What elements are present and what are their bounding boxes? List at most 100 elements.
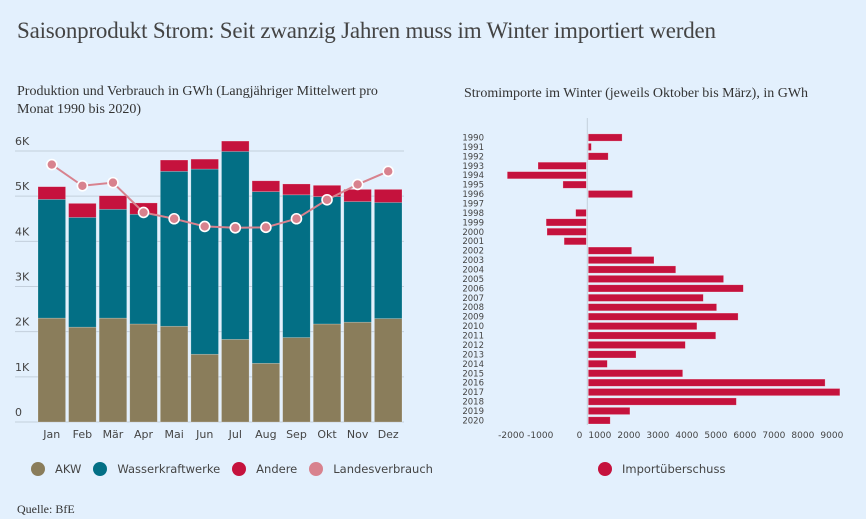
point-landesverbrauch	[382, 165, 395, 178]
bar-akw	[221, 339, 250, 423]
x-tick-label: Sep	[286, 428, 307, 441]
x-tick-label: 8000	[791, 431, 814, 441]
bar-andere	[374, 189, 403, 203]
point-landesverbrauch	[198, 220, 211, 233]
x-tick-label: Okt	[317, 428, 337, 441]
point-landesverbrauch	[45, 158, 58, 171]
bar-wasserkraftwerke	[68, 217, 97, 328]
y-tick-label: 2009	[462, 313, 484, 323]
x-tick-label: 5000	[704, 431, 727, 441]
x-tick-label: 2000	[617, 431, 640, 441]
legend-left: AKW Wasserkraftwerke Andere Landesverbra…	[31, 462, 445, 476]
source-note: Quelle: BfE	[17, 502, 75, 516]
legend-label: Wasserkraftwerke	[117, 462, 221, 476]
bar-akw	[190, 353, 219, 423]
y-tick-label: 2K	[15, 316, 30, 329]
legend-right: Importüberschuss	[598, 462, 737, 476]
x-tick-label: Jun	[195, 428, 213, 441]
y-tick-label: 2018	[462, 398, 484, 408]
bar-importueberschuss	[587, 416, 611, 425]
bar-importueberschuss	[587, 322, 698, 330]
x-tick-label: 4000	[675, 431, 698, 441]
legend-item-landesverbrauch[interactable]: Landesverbrauch	[309, 462, 433, 476]
y-tick-label: 6K	[15, 135, 30, 148]
bar-importueberschuss	[575, 209, 587, 217]
y-tick-label: 2007	[462, 294, 484, 304]
bar-importueberschuss	[587, 284, 744, 293]
y-tick-label: 2008	[462, 303, 484, 313]
y-tick-label: 4K	[15, 225, 30, 238]
bar-akw	[251, 362, 280, 423]
legend-label: Importüberschuss	[622, 462, 726, 476]
y-tick-label: 1992	[462, 152, 484, 162]
point-landesverbrauch	[107, 176, 119, 189]
y-tick-label: 2017	[462, 388, 484, 398]
bar-importueberschuss	[587, 293, 704, 302]
point-landesverbrauch	[260, 221, 272, 234]
y-tick-label: 2002	[462, 247, 484, 257]
legend-label: Landesverbrauch	[333, 462, 433, 476]
x-tick-label: 0	[577, 431, 583, 441]
bar-importueberschuss	[587, 190, 633, 198]
bar-andere	[282, 183, 311, 196]
point-landesverbrauch	[76, 179, 89, 192]
left-chart-title: Produktion und Verbrauch in GWh (Langjäh…	[17, 84, 378, 117]
y-tick-label: 0	[15, 406, 22, 419]
legend-item-importueberschuss[interactable]: Importüberschuss	[598, 462, 725, 476]
x-tick-label: -2000	[498, 431, 524, 441]
y-tick-label: 2010	[462, 322, 484, 332]
x-tick-label: Dez	[378, 428, 399, 441]
bar-akw	[374, 318, 403, 423]
bar-wasserkraftwerke	[129, 213, 158, 325]
bar-wasserkraftwerke	[160, 171, 189, 327]
y-tick-label: 2020	[462, 416, 484, 426]
y-tick-label: 1991	[462, 143, 484, 153]
bar-andere	[68, 203, 97, 218]
legend-item-andere[interactable]: Andere	[232, 462, 297, 476]
bar-importueberschuss	[587, 246, 632, 255]
bar-importueberschuss	[545, 218, 587, 227]
bar-importueberschuss	[562, 180, 587, 189]
bar-akw	[343, 321, 372, 423]
y-tick-label: 3K	[15, 271, 30, 284]
y-tick-label: 2013	[462, 350, 484, 360]
bar-andere	[37, 186, 66, 200]
bar-andere	[160, 159, 189, 172]
y-tick-label: 2014	[462, 360, 484, 370]
bar-importueberschuss	[587, 369, 684, 378]
production-consumption-chart: 0 1K 2K 3K 4K 5K 6K Jan Feb Mär Apr Mai Jun Jul Aug Sep…	[15, 135, 404, 441]
x-tick-label: Nov	[347, 428, 369, 441]
legend-dot-landesverbrauch	[309, 462, 324, 476]
bar-importueberschuss	[563, 237, 587, 246]
x-tick-label: Aug	[255, 428, 276, 441]
x-tick-label: 9000	[820, 431, 843, 441]
bar-akw	[98, 317, 128, 423]
bar-importueberschuss	[587, 265, 677, 274]
y-tick-label: 1998	[462, 209, 484, 219]
page-title: Saisonprodukt Strom: Seit zwanzig Jahren…	[17, 18, 716, 43]
point-landesverbrauch	[168, 212, 180, 225]
point-landesverbrauch	[290, 212, 303, 225]
bar-importueberschuss	[587, 312, 739, 321]
bar-wasserkraftwerke	[37, 199, 66, 319]
x-tick-label: Jan	[42, 428, 60, 441]
legend-dot-akw	[31, 462, 45, 476]
bar-wasserkraftwerke	[343, 201, 372, 323]
bar-importueberschuss	[587, 388, 841, 397]
legend-item-akw[interactable]: AKW	[31, 462, 81, 476]
x-tick-label: 7000	[762, 431, 785, 441]
x-tick-label: Jul	[228, 428, 242, 441]
bar-importueberschuss	[587, 341, 686, 349]
imports-chart: 1990199119921993199419951996199719981999…	[462, 118, 844, 441]
bar-importueberschuss	[587, 407, 631, 415]
legend-dot-andere	[232, 462, 247, 476]
bar-wasserkraftwerke	[98, 208, 128, 319]
x-tick-label: 1000	[588, 431, 611, 441]
legend-item-wasserkraftwerke[interactable]: Wasserkraftwerke	[93, 462, 220, 476]
y-tick-label: 2016	[462, 379, 484, 389]
y-tick-label: 2012	[462, 341, 484, 351]
y-tick-label: 1K	[15, 361, 30, 374]
bar-wasserkraftwerke	[312, 196, 342, 325]
x-tick-label: Feb	[73, 428, 92, 441]
